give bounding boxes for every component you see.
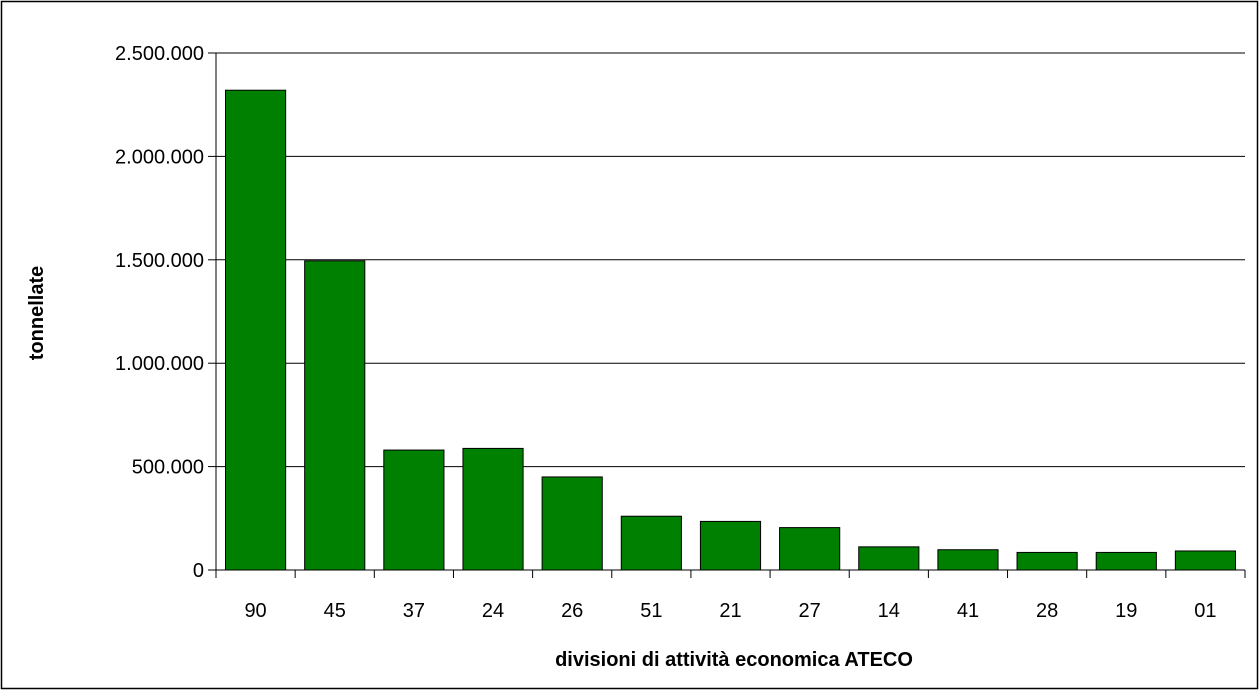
bar [462,447,524,571]
y-tick-label: 1.500.000 [115,250,204,272]
tick-labels: 0 500.000 1.000.000 1.500.000 2.000.000 2.500… [115,43,1217,622]
y-tick-label: 500.000 [132,457,204,479]
bar [1095,551,1157,571]
x-tick-label: 21 [719,600,741,622]
y-tick-label: 2.500.000 [115,43,204,65]
bar [858,546,920,571]
x-axis-title: divisioni di attività economica ATECO [555,649,913,671]
x-tick-label: 26 [561,600,583,622]
x-tick-label: 19 [1115,600,1137,622]
bar [699,520,762,571]
bar [383,449,445,571]
x-tick-label: 51 [640,600,662,622]
x-tick-label: 14 [878,600,900,622]
bar [224,89,287,571]
y-tick-label: 0 [193,560,204,582]
x-tick-label: 37 [403,600,425,622]
x-tick-label: 24 [482,600,504,622]
bar [541,476,603,571]
bars [224,89,1237,571]
bar [937,549,999,571]
bar [304,260,366,571]
gridlines [216,52,1245,468]
bar [779,527,841,571]
x-tick-label: 28 [1036,600,1058,622]
x-tick-label: 90 [244,600,266,622]
bar [1016,551,1078,571]
x-tick-label: 41 [957,600,979,622]
x-tick-label: 45 [324,600,346,622]
bar [620,515,682,571]
bar [1174,550,1237,571]
axes [208,52,1246,578]
y-tick-label: 1.000.000 [115,353,204,375]
x-tick-label: 27 [799,600,821,622]
x-tick-label: 01 [1194,600,1216,622]
y-axis-title: tonnellate [26,266,48,360]
y-tick-label: 2.000.000 [115,146,204,168]
